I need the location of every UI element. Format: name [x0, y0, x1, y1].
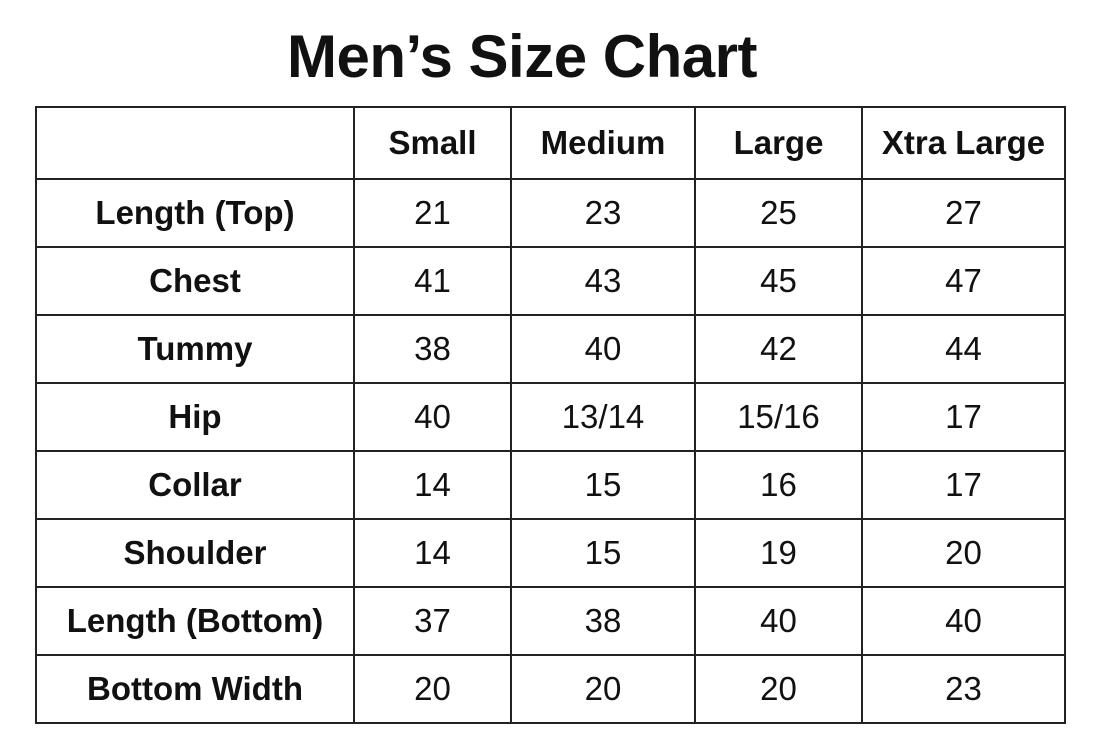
table-cell: 15 — [510, 518, 696, 588]
table-cell: 17 — [861, 450, 1066, 520]
table-row: Chest 41 43 45 47 — [35, 246, 1066, 316]
table-row: Length (Bottom) 37 38 40 40 — [35, 586, 1066, 656]
table-row: Shoulder 14 15 19 20 — [35, 518, 1066, 588]
row-label: Length (Top) — [35, 178, 355, 248]
table-cell: 47 — [861, 246, 1066, 316]
table-cell: 41 — [353, 246, 512, 316]
table-cell: 14 — [353, 518, 512, 588]
table-cell: 44 — [861, 314, 1066, 384]
table-cell: 13/14 — [510, 382, 696, 452]
table-cell: 40 — [353, 382, 512, 452]
table-cell: 40 — [510, 314, 696, 384]
table-cell: 40 — [694, 586, 863, 656]
row-label: Collar — [35, 450, 355, 520]
table-cell: 23 — [861, 654, 1066, 724]
table-cell: 20 — [510, 654, 696, 724]
row-label: Chest — [35, 246, 355, 316]
row-label: Bottom Width — [35, 654, 355, 724]
table-cell: 45 — [694, 246, 863, 316]
table-cell: 17 — [861, 382, 1066, 452]
table-cell: 21 — [353, 178, 512, 248]
header-row: Small Medium Large Xtra Large — [35, 106, 1066, 180]
column-header-large: Large — [694, 106, 863, 180]
table-cell: 40 — [861, 586, 1066, 656]
table-cell: 20 — [861, 518, 1066, 588]
row-label: Hip — [35, 382, 355, 452]
table-row: Length (Top) 21 23 25 27 — [35, 178, 1066, 248]
table-cell: 19 — [694, 518, 863, 588]
table-cell: 23 — [510, 178, 696, 248]
column-header-xtra-large: Xtra Large — [861, 106, 1066, 180]
table-cell: 25 — [694, 178, 863, 248]
table-cell: 42 — [694, 314, 863, 384]
table-row: Hip 40 13/14 15/16 17 — [35, 382, 1066, 452]
page-title: Men’s Size Chart — [287, 23, 757, 90]
table-cell: 38 — [510, 586, 696, 656]
table-cell: 20 — [694, 654, 863, 724]
table-cell: 38 — [353, 314, 512, 384]
row-label: Shoulder — [35, 518, 355, 588]
table-cell: 27 — [861, 178, 1066, 248]
column-header-small: Small — [353, 106, 512, 180]
size-chart-table: Small Medium Large Xtra Large Length (To… — [35, 106, 1066, 724]
column-header-empty — [35, 106, 355, 180]
table-row: Collar 14 15 16 17 — [35, 450, 1066, 520]
table-cell: 37 — [353, 586, 512, 656]
row-label: Tummy — [35, 314, 355, 384]
table-cell: 16 — [694, 450, 863, 520]
table-cell: 43 — [510, 246, 696, 316]
table-cell: 15/16 — [694, 382, 863, 452]
table-cell: 14 — [353, 450, 512, 520]
table-row: Tummy 38 40 42 44 — [35, 314, 1066, 384]
column-header-medium: Medium — [510, 106, 696, 180]
table-row: Bottom Width 20 20 20 23 — [35, 654, 1066, 724]
row-label: Length (Bottom) — [35, 586, 355, 656]
table-cell: 20 — [353, 654, 512, 724]
table-cell: 15 — [510, 450, 696, 520]
